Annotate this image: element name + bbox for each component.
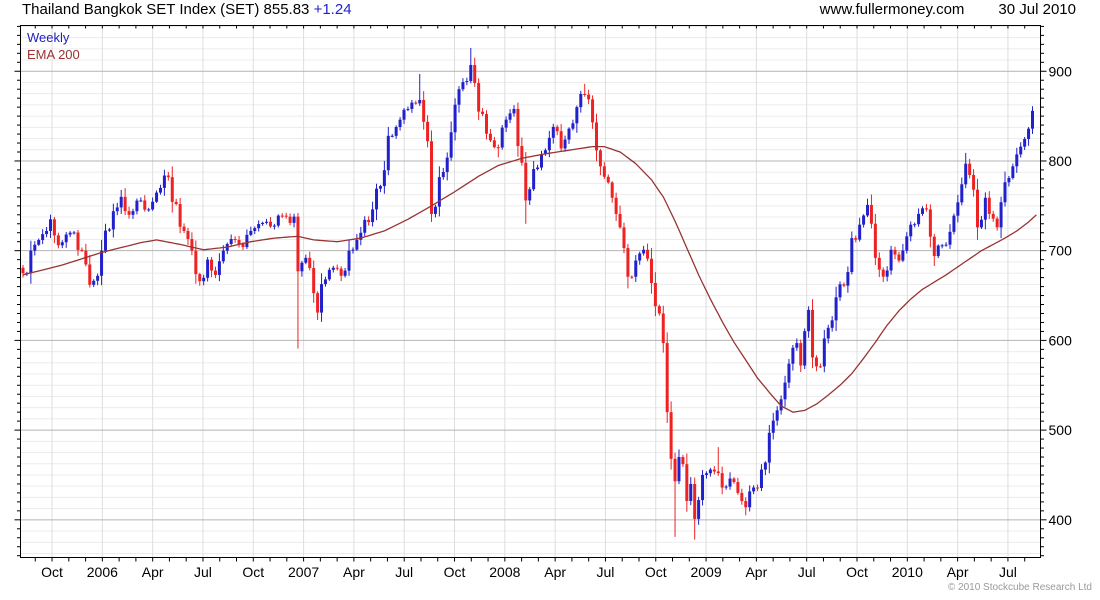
svg-text:2010: 2010 bbox=[892, 564, 923, 580]
copyright-notice: © 2010 Stockcube Research Ltd bbox=[947, 582, 1092, 593]
svg-text:500: 500 bbox=[1049, 422, 1073, 438]
legend-weekly: Weekly bbox=[27, 30, 70, 45]
price-change: +1.24 bbox=[313, 1, 352, 18]
svg-text:Apr: Apr bbox=[544, 564, 566, 580]
svg-text:600: 600 bbox=[1049, 332, 1073, 348]
svg-text:Jul: Jul bbox=[395, 564, 413, 580]
svg-text:800: 800 bbox=[1049, 153, 1073, 169]
chart-title: Thailand Bangkok SET Index (SET) 855.83 … bbox=[22, 1, 352, 18]
svg-text:Apr: Apr bbox=[343, 564, 365, 580]
svg-text:Oct: Oct bbox=[444, 564, 466, 580]
svg-text:Apr: Apr bbox=[745, 564, 767, 580]
legend: Weekly EMA 200 bbox=[27, 29, 80, 63]
svg-text:2006: 2006 bbox=[87, 564, 118, 580]
svg-text:Jul: Jul bbox=[798, 564, 816, 580]
svg-text:Oct: Oct bbox=[846, 564, 868, 580]
svg-text:400: 400 bbox=[1049, 512, 1073, 528]
svg-text:Oct: Oct bbox=[242, 564, 264, 580]
svg-text:Oct: Oct bbox=[645, 564, 667, 580]
svg-text:2007: 2007 bbox=[288, 564, 319, 580]
legend-ema-200: EMA 200 bbox=[27, 47, 80, 62]
date-label: 30 Jul 2010 bbox=[998, 1, 1076, 18]
svg-text:2009: 2009 bbox=[690, 564, 721, 580]
svg-text:900: 900 bbox=[1049, 63, 1073, 79]
site-label: www.fullermoney.com bbox=[819, 1, 965, 18]
header-right: www.fullermoney.com 30 Jul 2010 bbox=[820, 1, 1076, 18]
svg-text:Oct: Oct bbox=[41, 564, 63, 580]
svg-text:Jul: Jul bbox=[596, 564, 614, 580]
svg-text:2008: 2008 bbox=[489, 564, 520, 580]
last-price: 855.83 bbox=[263, 1, 310, 18]
svg-text:Jul: Jul bbox=[999, 564, 1017, 580]
svg-text:Jul: Jul bbox=[194, 564, 212, 580]
svg-text:Apr: Apr bbox=[947, 564, 969, 580]
svg-text:Apr: Apr bbox=[142, 564, 164, 580]
instrument-name: Thailand Bangkok SET Index (SET) bbox=[22, 1, 260, 18]
svg-text:700: 700 bbox=[1049, 243, 1073, 259]
